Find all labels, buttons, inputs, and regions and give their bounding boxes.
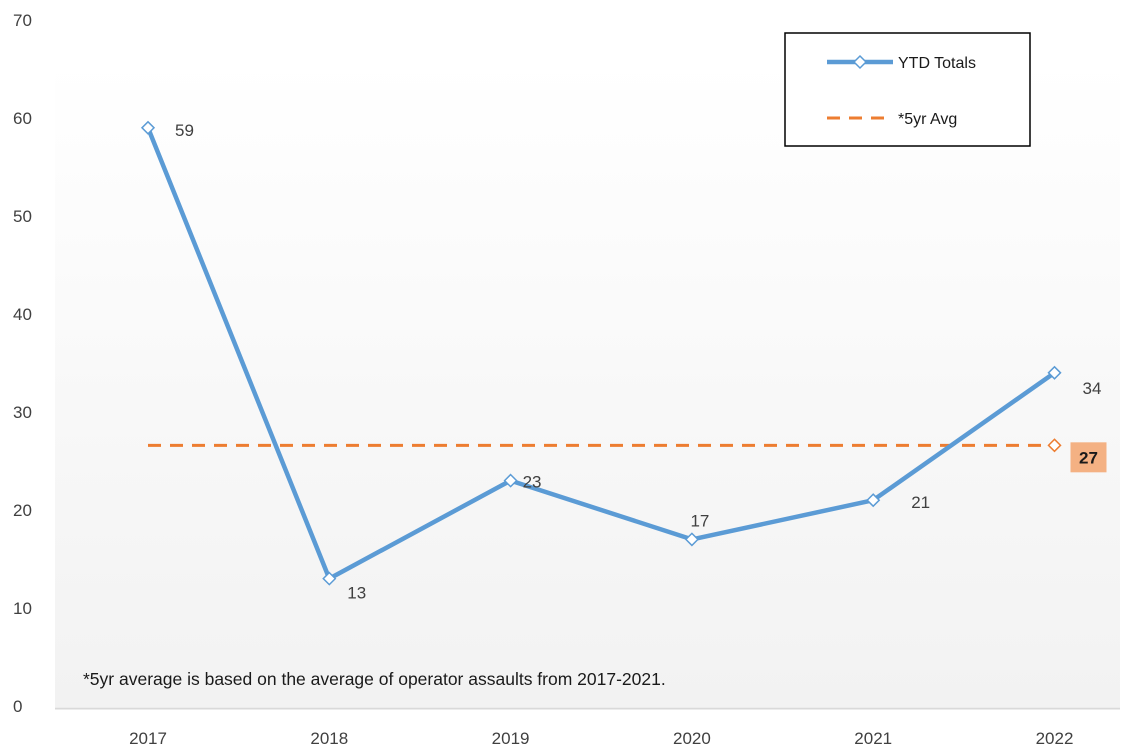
- data-label: 17: [690, 511, 709, 530]
- data-label: 13: [347, 584, 366, 603]
- y-tick-label: 30: [13, 403, 32, 422]
- legend-box: [784, 32, 1031, 147]
- avg-end-marker: [1047, 438, 1062, 453]
- legend: YTD Totals *5yr Avg: [784, 32, 1031, 147]
- x-tick-label: 2021: [854, 729, 892, 748]
- legend-ytd-label: YTD Totals: [898, 55, 976, 72]
- x-tick-label: 2022: [1036, 729, 1074, 748]
- y-axis: 0 10 20 30 40 50 60 70: [13, 11, 32, 716]
- y-tick-label: 70: [13, 11, 32, 30]
- data-label: 21: [911, 493, 930, 512]
- y-tick-label: 0: [13, 697, 22, 716]
- x-tick-label: 2019: [492, 729, 530, 748]
- y-tick-label: 10: [13, 599, 32, 618]
- data-label: 34: [1083, 379, 1102, 398]
- data-point-marker: [684, 532, 699, 547]
- avg-data-label-box: [1070, 442, 1107, 473]
- data-label: 59: [175, 121, 194, 140]
- data-point-marker: [1047, 365, 1062, 380]
- series-ytd-totals-line: [145, 126, 1056, 581]
- avg-end-marker-group: 27: [1047, 438, 1107, 473]
- y-tick-label: 40: [13, 305, 32, 324]
- series-ytd-totals-data-labels: 59 13 23 17 21 34: [175, 121, 1101, 603]
- x-axis: 2017 2018 2019 2020 2021 2022: [129, 729, 1073, 748]
- legend-avg-label: *5yr Avg: [898, 111, 957, 128]
- data-point-marker: [503, 473, 518, 488]
- y-tick-label: 60: [13, 109, 32, 128]
- data-label: 23: [523, 473, 542, 492]
- x-tick-label: 2017: [129, 729, 167, 748]
- chart-footnote: *5yr average is based on the average of …: [83, 669, 666, 689]
- x-tick-label: 2018: [310, 729, 348, 748]
- y-tick-label: 50: [13, 207, 32, 226]
- avg-data-label: 27: [1079, 448, 1098, 467]
- data-point-marker: [322, 571, 337, 586]
- data-point-marker: [140, 120, 156, 135]
- series-ytd-totals-markers: [140, 120, 1062, 586]
- y-tick-label: 20: [13, 501, 32, 520]
- data-point-marker: [866, 493, 881, 508]
- legend-ytd-marker: [852, 54, 868, 70]
- plot-background: [55, 60, 1120, 710]
- x-tick-label: 2020: [673, 729, 711, 748]
